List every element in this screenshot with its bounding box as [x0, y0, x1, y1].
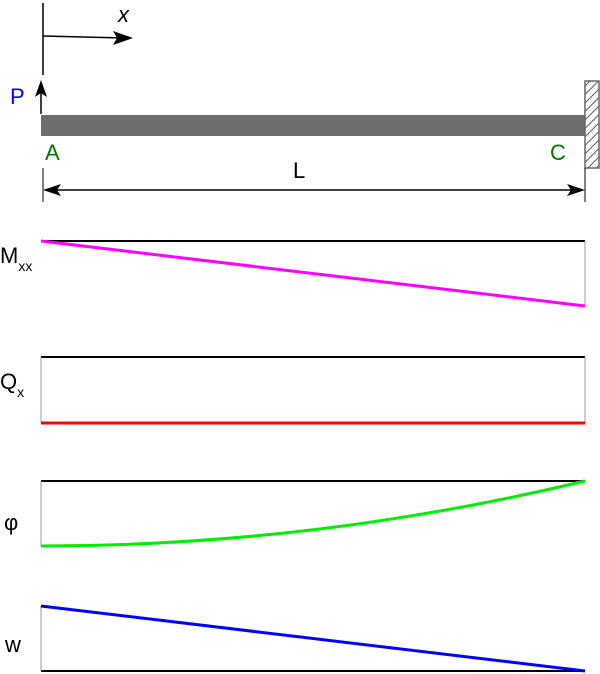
x-axis-arrowhead	[113, 31, 133, 45]
load-arrow: P	[10, 80, 47, 114]
rotation-label: φ	[4, 510, 18, 535]
deflection-diagram: w	[4, 604, 586, 673]
x-axis-indicator: x	[42, 2, 133, 75]
deflection-label: w	[4, 632, 21, 657]
moment-label: Mxx	[0, 243, 32, 274]
shear-diagram: Qx	[0, 356, 586, 425]
length-label: L	[293, 158, 305, 183]
moment-diagram: Mxx	[0, 239, 586, 308]
x-axis-label: x	[117, 2, 130, 27]
rotation-diagram: φ	[4, 479, 586, 548]
rotation-curve	[40, 479, 586, 548]
load-label: P	[10, 84, 25, 109]
point-label-c: C	[550, 140, 566, 165]
beam	[41, 115, 585, 136]
fixed-support	[584, 80, 600, 169]
moment-curve	[40, 239, 586, 308]
shear-label: Qx	[0, 369, 24, 400]
load-arrowhead	[35, 80, 47, 97]
deflection-curve	[40, 604, 586, 673]
point-label-a: A	[45, 140, 60, 165]
length-dimension: L	[42, 158, 586, 202]
